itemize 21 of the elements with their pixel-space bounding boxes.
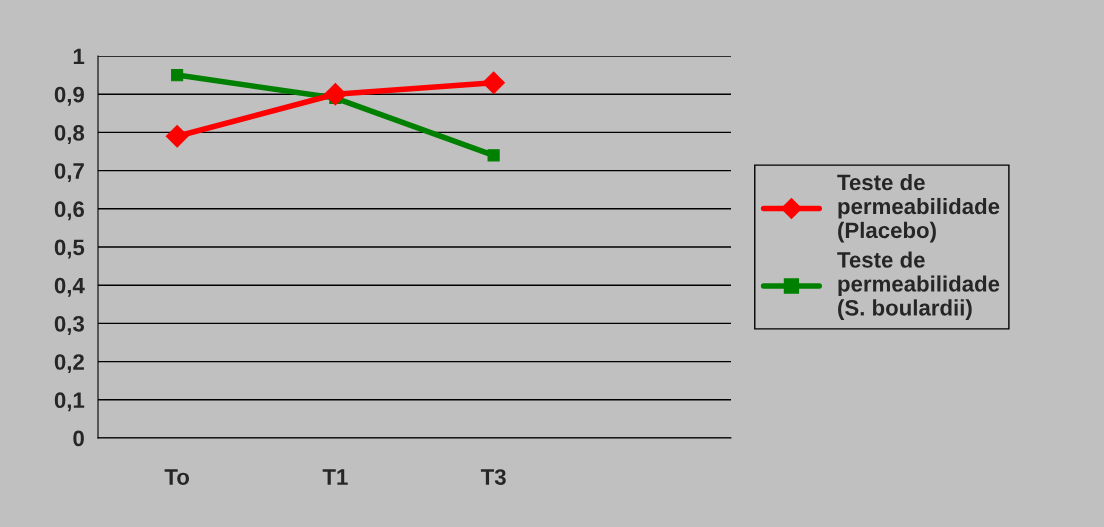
point xyxy=(482,71,505,95)
y-tick-label: 0,4 xyxy=(54,277,85,297)
y-tick-label: 0,2 xyxy=(54,354,84,374)
point xyxy=(324,82,347,106)
y-tick-label: 0,6 xyxy=(54,201,85,221)
point xyxy=(487,149,500,162)
y-tick-label: 0,5 xyxy=(54,239,85,259)
legend-label: Teste de permeabilidade (Placebo) xyxy=(837,173,1000,243)
x-tick-label: To xyxy=(164,469,190,485)
y-tick-label: 0,9 xyxy=(54,86,84,106)
point xyxy=(165,124,189,148)
y-tick-label: 0 xyxy=(73,430,84,447)
y-tick-label: 0,8 xyxy=(54,124,85,144)
x-tick-label: T3 xyxy=(480,469,506,485)
y-tick-label: 0,3 xyxy=(54,315,85,335)
y-tick-label: 0,7 xyxy=(54,163,84,183)
legend-label: Teste de permeabilidade (S. boulardii) xyxy=(837,251,1000,321)
y-tick-label: 0,1 xyxy=(54,392,85,412)
point xyxy=(171,69,184,82)
x-tick-label: T1 xyxy=(322,469,348,485)
y-tick-label: 1 xyxy=(73,48,85,65)
